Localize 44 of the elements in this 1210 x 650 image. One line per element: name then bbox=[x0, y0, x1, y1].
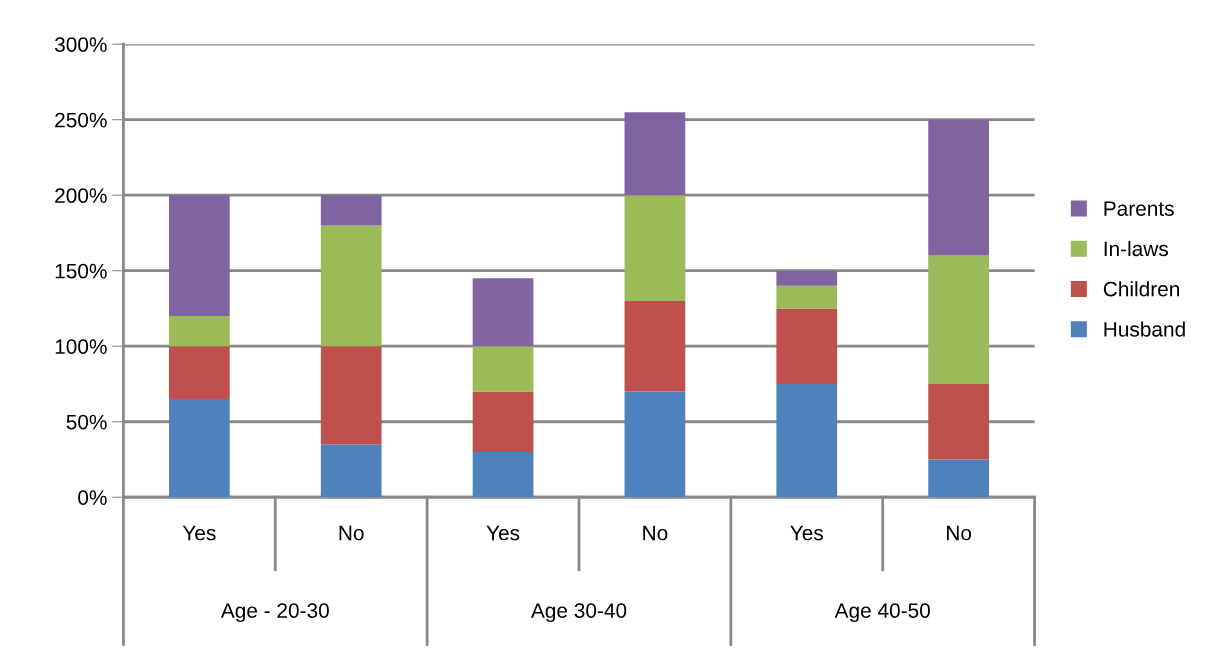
x-tick-label: Yes bbox=[790, 525, 824, 541]
bar bbox=[776, 285, 838, 309]
bar bbox=[928, 255, 989, 384]
bar bbox=[624, 112, 686, 196]
x-tick-label: No bbox=[947, 525, 972, 541]
y-tick-label: 100% bbox=[55, 339, 107, 354]
bar bbox=[928, 383, 989, 460]
bar bbox=[472, 391, 534, 452]
y-tick-label: 300% bbox=[54, 37, 107, 52]
bar bbox=[168, 195, 230, 317]
bar bbox=[776, 383, 838, 498]
bar bbox=[168, 399, 230, 498]
legend-label: Parents bbox=[1104, 201, 1174, 216]
bar bbox=[928, 459, 989, 498]
bar bbox=[168, 346, 230, 400]
bar bbox=[624, 195, 686, 301]
legend-label: Husband bbox=[1104, 321, 1185, 337]
bar bbox=[776, 270, 838, 286]
bar bbox=[320, 444, 382, 498]
x-tick-label: No bbox=[339, 525, 364, 541]
legend-label: Children bbox=[1103, 281, 1180, 297]
bar bbox=[320, 225, 382, 347]
x-tick-label: Yes bbox=[182, 525, 216, 541]
bar bbox=[624, 391, 686, 498]
bar bbox=[624, 300, 686, 392]
bar bbox=[472, 278, 534, 347]
text: Age 30-40 bbox=[530, 603, 627, 623]
bar bbox=[472, 451, 534, 498]
y-tick-label: 50% bbox=[66, 414, 107, 430]
bar bbox=[928, 119, 989, 256]
x-tick-label: No bbox=[643, 525, 668, 541]
bar bbox=[776, 308, 838, 384]
legend-label: In-laws bbox=[1104, 240, 1169, 257]
y-tick-label: 200% bbox=[55, 188, 107, 203]
text: Age - 20-30 bbox=[220, 603, 329, 623]
bar bbox=[472, 346, 534, 392]
bar bbox=[320, 195, 382, 226]
y-tick-label: 250% bbox=[55, 112, 107, 128]
text: Age 40-50 bbox=[834, 603, 930, 623]
y-tick-label: 150% bbox=[55, 263, 107, 279]
bar bbox=[168, 316, 230, 347]
bar bbox=[320, 346, 382, 445]
x-tick-label: Yes bbox=[486, 525, 520, 541]
y-tick-label: 0% bbox=[78, 490, 107, 505]
